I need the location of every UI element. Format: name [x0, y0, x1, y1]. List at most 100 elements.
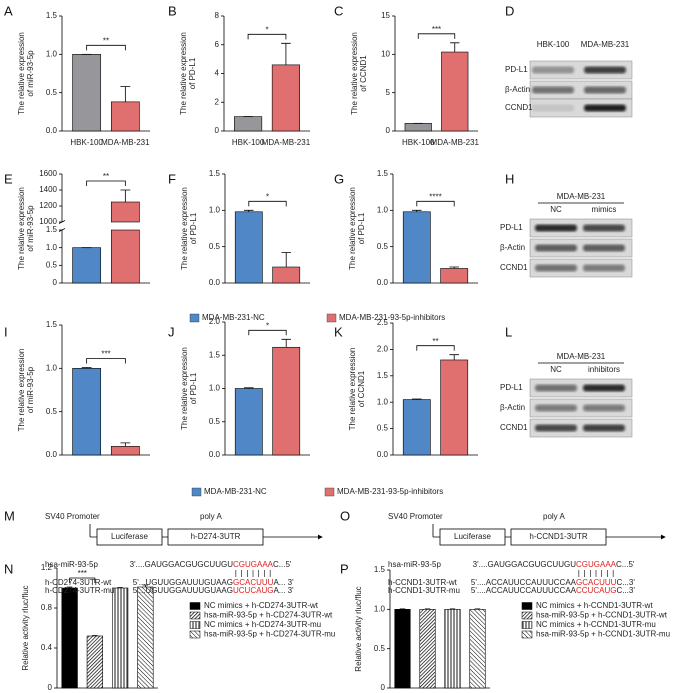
error-bar — [92, 635, 98, 636]
error-bar — [281, 338, 291, 348]
panel-label: P — [340, 561, 349, 576]
bar — [419, 609, 436, 689]
y-axis-label: of PD-L1 — [189, 212, 198, 244]
significance-bracket — [248, 200, 287, 207]
row-label: CCND1 — [500, 263, 528, 272]
blot-band — [535, 244, 577, 252]
legend-swatch — [189, 602, 201, 610]
panel-label: N — [4, 561, 13, 576]
seed-site: GCACUUU — [233, 578, 274, 587]
promoter-label: SV40 Promoter — [388, 512, 443, 521]
error-bar — [66, 586, 73, 588]
y-tick-label: 0.5 — [377, 242, 389, 251]
legend-swatch — [521, 602, 533, 610]
significance-bracket — [416, 200, 455, 207]
y-tick-label: 0.0 — [377, 450, 389, 459]
lane-label: MDA-MB-231 — [581, 40, 630, 49]
blot-band — [535, 264, 577, 272]
y-axis-label: of PD-L1 — [189, 372, 198, 404]
reporter-label: Luciferase — [454, 532, 491, 541]
blot-band — [583, 224, 625, 232]
y-tick-label: 1.0 — [377, 397, 389, 406]
sequence-site: CCUCAUGC...3' — [576, 586, 635, 595]
reporter-box — [439, 528, 506, 546]
panel-label: L — [505, 324, 512, 339]
y-tick-label: 0 — [48, 683, 53, 692]
y-tick-label: 1400 — [39, 185, 57, 194]
significance-bracket — [248, 329, 287, 336]
legend-label: MDA-MB-231-NC — [202, 313, 265, 322]
row-label: CCND1 — [505, 103, 533, 112]
x-tick-label: MDA-MB-231 — [262, 138, 311, 147]
legend-label: NC mimics + h-CD274-3UTR-wt — [204, 601, 319, 610]
significance-bracket — [86, 358, 126, 364]
y-tick-label: 1.5 — [377, 371, 389, 380]
bar — [111, 587, 129, 689]
y-tick-label: 1.5 — [374, 565, 386, 574]
significance-bracket — [417, 33, 456, 39]
legend-label: hsa-miR-93-5p + h-CCND1-3UTR-mu — [536, 630, 670, 639]
panel-label: I — [4, 324, 8, 339]
blot-band — [535, 424, 577, 432]
y-tick-label: 0.5 — [374, 644, 386, 653]
bar — [394, 609, 411, 689]
row-label: PD-L1 — [505, 65, 528, 74]
error-bar — [412, 209, 422, 212]
sequence-suffix: C...3' — [616, 586, 635, 595]
y-tick-label: 0.5 — [209, 242, 221, 251]
significance-label: **** — [429, 192, 441, 201]
y-tick-label: 1.5 — [46, 11, 58, 20]
y-tick-label: 0 — [215, 126, 220, 135]
bar — [72, 247, 102, 284]
y-tick-label: 0 — [386, 126, 391, 135]
legend-label: MDA-MB-231-93-5p-inhibitors — [337, 487, 443, 496]
y-tick-label: 0.4 — [41, 643, 53, 652]
blot-band — [535, 384, 577, 392]
bar — [110, 229, 140, 284]
significance-label: ** — [103, 172, 109, 181]
y-tick-label: 1.0 — [377, 205, 389, 214]
polya-label: poly A — [200, 512, 222, 521]
sequence-name: h-CCND1-3UTR-wt — [388, 578, 458, 587]
error-bar — [142, 584, 149, 587]
error-bar — [281, 252, 291, 268]
legend-label: MDA-MB-231-NC — [204, 487, 267, 496]
row-label: CCND1 — [500, 423, 528, 432]
row-label: PD-L1 — [500, 223, 523, 232]
y-tick-label: 0.0 — [209, 278, 221, 287]
y-axis-label: of CCND1 — [357, 370, 366, 407]
legend-swatch — [189, 621, 201, 629]
y-tick-label: 0 — [381, 683, 386, 692]
utr-label: h-CCND1-3UTR — [529, 532, 587, 541]
legend-label: NC mimics + h-CCND1-3UTR-wt — [536, 601, 653, 610]
bar — [234, 116, 263, 132]
panel-label: C — [334, 3, 343, 18]
blot-strip — [529, 218, 633, 238]
blot-band — [583, 404, 625, 412]
row-label: β-Actin — [500, 403, 525, 412]
lane-label: NC — [550, 205, 562, 214]
utr-box — [510, 528, 607, 546]
y-axis-label: The relative expression — [350, 32, 359, 115]
lane-label: mimics — [592, 205, 617, 214]
legend-swatch — [326, 313, 337, 323]
x-tick-label: HBK-100 — [70, 138, 103, 147]
bar — [440, 359, 469, 456]
blot-strip — [529, 60, 633, 80]
y-tick-label: 8 — [215, 11, 220, 20]
bar — [86, 635, 104, 689]
sequence-name: h-CD274-3UTR-wt — [45, 578, 112, 587]
y-axis-label: Relative activity rluc/fluc — [21, 585, 30, 670]
bar — [234, 388, 263, 456]
x-tick-label: MDA-MB-231 — [101, 138, 150, 147]
y-tick-label: 1.0 — [46, 363, 58, 372]
y-tick-label: 0.0 — [46, 126, 58, 135]
y-axis-label: The relative expression — [348, 187, 357, 270]
y-tick-label: 1200 — [39, 201, 57, 210]
bar — [61, 587, 78, 689]
sequence-suffix: A... 3' — [273, 578, 294, 587]
y-axis-label: of miR-93-5p — [26, 205, 35, 252]
y-axis-label: The relative expression — [180, 347, 189, 430]
sequence-prefix: 3'....GAUGGACGUGCUUGU — [473, 560, 577, 569]
significance-label: * — [265, 25, 268, 34]
